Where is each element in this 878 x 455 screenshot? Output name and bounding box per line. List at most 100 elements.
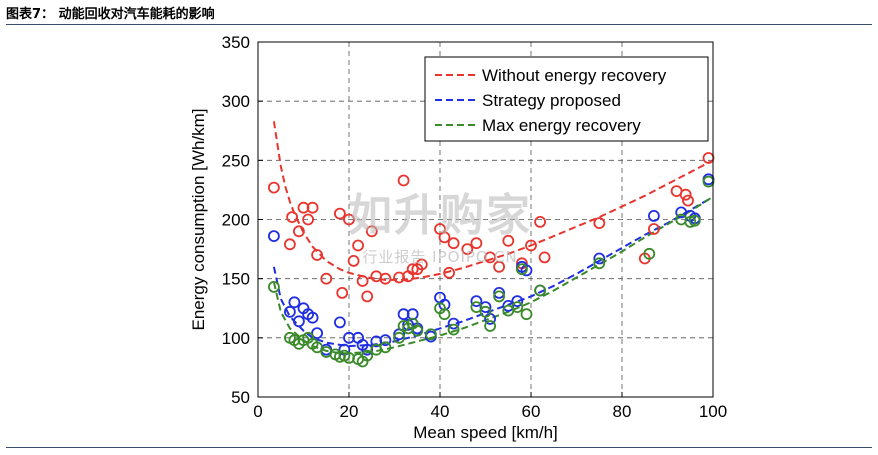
plot-frame bbox=[257, 41, 714, 398]
series-point-0 bbox=[361, 290, 374, 303]
caption-rule bbox=[6, 24, 872, 25]
series-point-1 bbox=[267, 230, 280, 243]
series-point-0 bbox=[447, 237, 460, 250]
series-point-0 bbox=[534, 215, 546, 228]
x-tick-label: 60 bbox=[522, 402, 541, 421]
series-point-0 bbox=[484, 251, 497, 264]
series-point-0 bbox=[365, 225, 378, 238]
series-point-0 bbox=[356, 275, 369, 287]
bottom-rule bbox=[6, 447, 872, 448]
x-tick-label: 0 bbox=[253, 402, 262, 421]
y-tick-label: 200 bbox=[222, 211, 250, 230]
series-point-0 bbox=[320, 272, 333, 285]
y-axis-label: Energy consumption [Wh/km] bbox=[189, 108, 208, 330]
series-point-2 bbox=[688, 214, 701, 227]
series-point-0 bbox=[306, 201, 319, 214]
series-curve-0 bbox=[272, 121, 712, 281]
series-point-0 bbox=[406, 263, 419, 276]
series-point-2 bbox=[447, 323, 460, 336]
series-point-1 bbox=[593, 252, 606, 265]
series-point-1 bbox=[648, 209, 660, 222]
series-point-0 bbox=[347, 254, 360, 267]
series-point-2 bbox=[484, 320, 497, 332]
series-point-2 bbox=[534, 284, 546, 297]
series-point-0 bbox=[593, 217, 606, 230]
series-point-2 bbox=[593, 257, 606, 270]
series-point-2 bbox=[411, 324, 424, 337]
series-point-0 bbox=[292, 225, 305, 238]
series-point-0 bbox=[333, 207, 346, 220]
watermark-main: 如升购家 bbox=[348, 190, 532, 241]
series-point-1 bbox=[311, 327, 324, 340]
series-point-2 bbox=[643, 247, 656, 260]
series-point-0 bbox=[438, 231, 451, 244]
series-point-2 bbox=[493, 290, 506, 303]
series-point-0 bbox=[283, 238, 296, 251]
series-point-2 bbox=[438, 308, 451, 321]
series-point-2 bbox=[311, 341, 324, 354]
series-point-1 bbox=[306, 311, 319, 324]
data-points bbox=[267, 152, 715, 368]
series-point-2 bbox=[361, 349, 374, 362]
series-point-0 bbox=[502, 234, 515, 247]
series-point-0 bbox=[311, 249, 324, 261]
series-point-1 bbox=[520, 264, 533, 277]
series-point-0 bbox=[470, 237, 483, 250]
series-point-0 bbox=[682, 194, 694, 207]
series-point-2 bbox=[511, 301, 524, 314]
figure-caption: 图表7： 动能回收对汽车能耗的影响 bbox=[6, 7, 215, 22]
series-point-2 bbox=[479, 305, 492, 318]
series-point-1 bbox=[333, 316, 346, 329]
series-point-2 bbox=[470, 301, 483, 314]
y-tick-label: 250 bbox=[222, 151, 250, 170]
series-point-0 bbox=[415, 258, 428, 271]
x-tick-label: 100 bbox=[699, 402, 727, 421]
y-tick-label: 300 bbox=[222, 92, 250, 111]
series-point-0 bbox=[286, 211, 299, 224]
series-point-0 bbox=[397, 174, 410, 187]
series-curve-2 bbox=[272, 197, 712, 355]
series-point-1 bbox=[470, 295, 483, 308]
x-tick-label: 80 bbox=[613, 402, 632, 421]
series-point-1 bbox=[288, 296, 301, 309]
x-axis-label: Mean speed [km/h] bbox=[413, 423, 558, 442]
series-point-0 bbox=[343, 213, 355, 226]
series-point-2 bbox=[267, 280, 280, 293]
series-point-0 bbox=[267, 181, 280, 194]
legend-label-1: Strategy proposed bbox=[482, 91, 621, 110]
series-point-1 bbox=[511, 295, 524, 308]
legend: Without energy recovery Strategy proposed… bbox=[424, 56, 709, 142]
x-tick-label: 20 bbox=[340, 402, 359, 421]
watermark-sub: 行业报告 IPOIPO.CN bbox=[362, 248, 517, 266]
series-point-1 bbox=[283, 305, 296, 318]
series-point-0 bbox=[648, 223, 660, 235]
series-point-2 bbox=[379, 341, 392, 354]
series-point-0 bbox=[336, 286, 349, 299]
y-tick-label: 100 bbox=[222, 329, 250, 348]
series-point-2 bbox=[520, 308, 533, 321]
series-point-0 bbox=[679, 188, 692, 201]
series-point-0 bbox=[702, 152, 715, 164]
series-point-0 bbox=[461, 243, 474, 256]
series-point-0 bbox=[302, 213, 315, 226]
series-point-0 bbox=[379, 272, 392, 285]
series-point-1 bbox=[447, 317, 460, 330]
legend-label-2: Max energy recovery bbox=[482, 116, 641, 135]
series-point-2 bbox=[424, 328, 437, 341]
y-tick-label: 350 bbox=[222, 33, 250, 52]
x-tick-label: 40 bbox=[431, 402, 450, 421]
y-tick-label: 150 bbox=[222, 270, 250, 289]
series-point-0 bbox=[443, 266, 456, 279]
tick-labels: 0 20 40 60 80 100 50 100 150 200 250 300 350 bbox=[222, 33, 728, 421]
series-point-1 bbox=[361, 343, 374, 356]
series-point-2 bbox=[393, 331, 406, 344]
series-point-1 bbox=[379, 334, 392, 347]
series-point-1 bbox=[292, 315, 305, 328]
series-point-0 bbox=[352, 239, 365, 252]
y-tick-label: 50 bbox=[231, 388, 250, 407]
series-point-0 bbox=[525, 239, 537, 252]
series-point-0 bbox=[493, 260, 506, 273]
series-point-0 bbox=[538, 251, 551, 264]
series-point-1 bbox=[493, 286, 506, 299]
